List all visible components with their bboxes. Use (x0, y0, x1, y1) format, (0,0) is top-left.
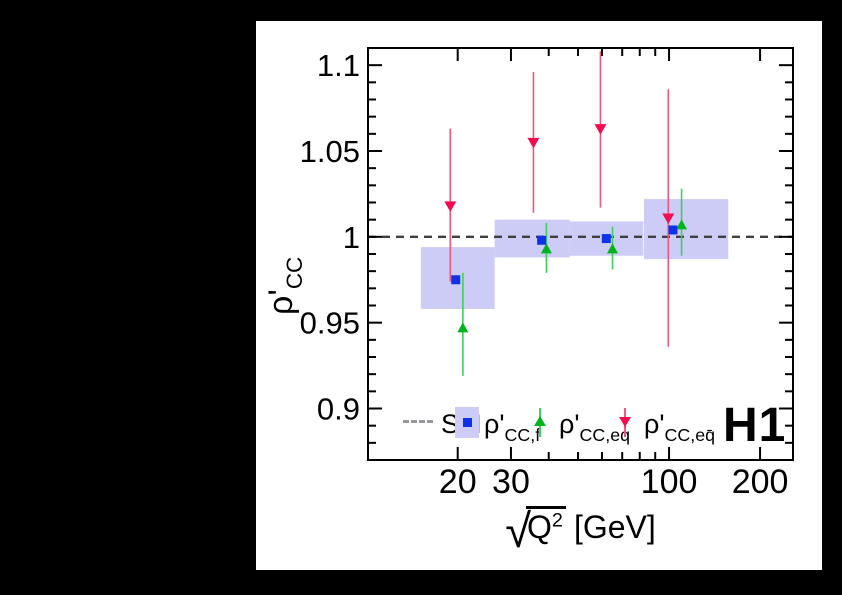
legend-label-cc-eqbar: ρ'CC,eq̄ (644, 409, 715, 445)
legend-label-cc-f-main: ρ' (484, 409, 505, 439)
legend-label-cc-f: ρ'CC,f (484, 409, 540, 445)
red-triangle-down-marker (527, 137, 540, 149)
legend-label-cc-f-sub: CC,f (504, 425, 541, 446)
x-axis-quantity-symbol: Q (527, 509, 552, 545)
red-triangle-down-marker-icon (619, 417, 631, 427)
plot-area-svg: 20 30 100 200 0.9 0.95 1 1.05 1.1 (300, 47, 794, 501)
y-tick-label: 1 (343, 220, 360, 255)
blue-square-marker (451, 275, 461, 285)
y-axis-title-main: ρ' (262, 289, 300, 315)
x-tick-label: 100 (641, 463, 698, 501)
green-triangle-up-marker (540, 243, 552, 254)
blue-square-marker (601, 234, 611, 244)
x-tick-label: 20 (439, 463, 477, 501)
sm-dashed-line-sample (403, 420, 433, 423)
legend-band-marker (455, 407, 479, 438)
legend-label-cc-eqbar-sub: CC,eq̄ (664, 425, 716, 446)
y-axis-title-subscript: CC (282, 256, 308, 290)
y-tick-label: 1.05 (300, 134, 360, 169)
blue-square-marker (537, 235, 547, 245)
legend-label-cc-eq: ρ'CC,eq (559, 409, 630, 445)
y-tick-label: 0.95 (300, 306, 360, 341)
x-tick-label: 200 (732, 463, 789, 501)
green-triangle-up-marker (457, 322, 469, 333)
legend-label-cc-eq-main: ρ' (559, 409, 580, 439)
x-tick-label: 30 (492, 463, 530, 501)
experiment-label: H1 (723, 399, 787, 452)
y-tick-label: 0.9 (317, 392, 360, 427)
x-axis-quantity-exponent: 2 (551, 509, 563, 532)
figure-canvas: 20 30 100 200 0.9 0.95 1 1.05 1.1 ρ'CC √Q2 [GeV] … (256, 21, 822, 570)
y-axis-title: ρ'CC (262, 257, 307, 315)
x-axis-unit: [GeV] (573, 509, 656, 545)
x-axis-title: √Q2 [GeV] (368, 506, 793, 554)
blue-square-marker (668, 225, 678, 235)
green-triangle-up-marker-icon (534, 416, 546, 426)
legend-label-cc-eqbar-main: ρ' (644, 409, 665, 439)
y-tick-label: 1.1 (317, 48, 360, 83)
uncertainty-band (494, 219, 570, 258)
blue-square-marker-icon (463, 418, 472, 427)
green-triangle-up-marker (676, 219, 688, 230)
sqrt-radical-sign: √ (505, 504, 532, 557)
red-triangle-down-marker (594, 124, 607, 135)
red-triangle-down-marker (662, 213, 675, 224)
x-axis-quantity: Q2 (526, 506, 566, 545)
green-triangle-up-marker (606, 243, 618, 254)
red-triangle-down-marker (444, 201, 457, 212)
legend-label-cc-eq-sub: CC,eq (579, 425, 631, 446)
